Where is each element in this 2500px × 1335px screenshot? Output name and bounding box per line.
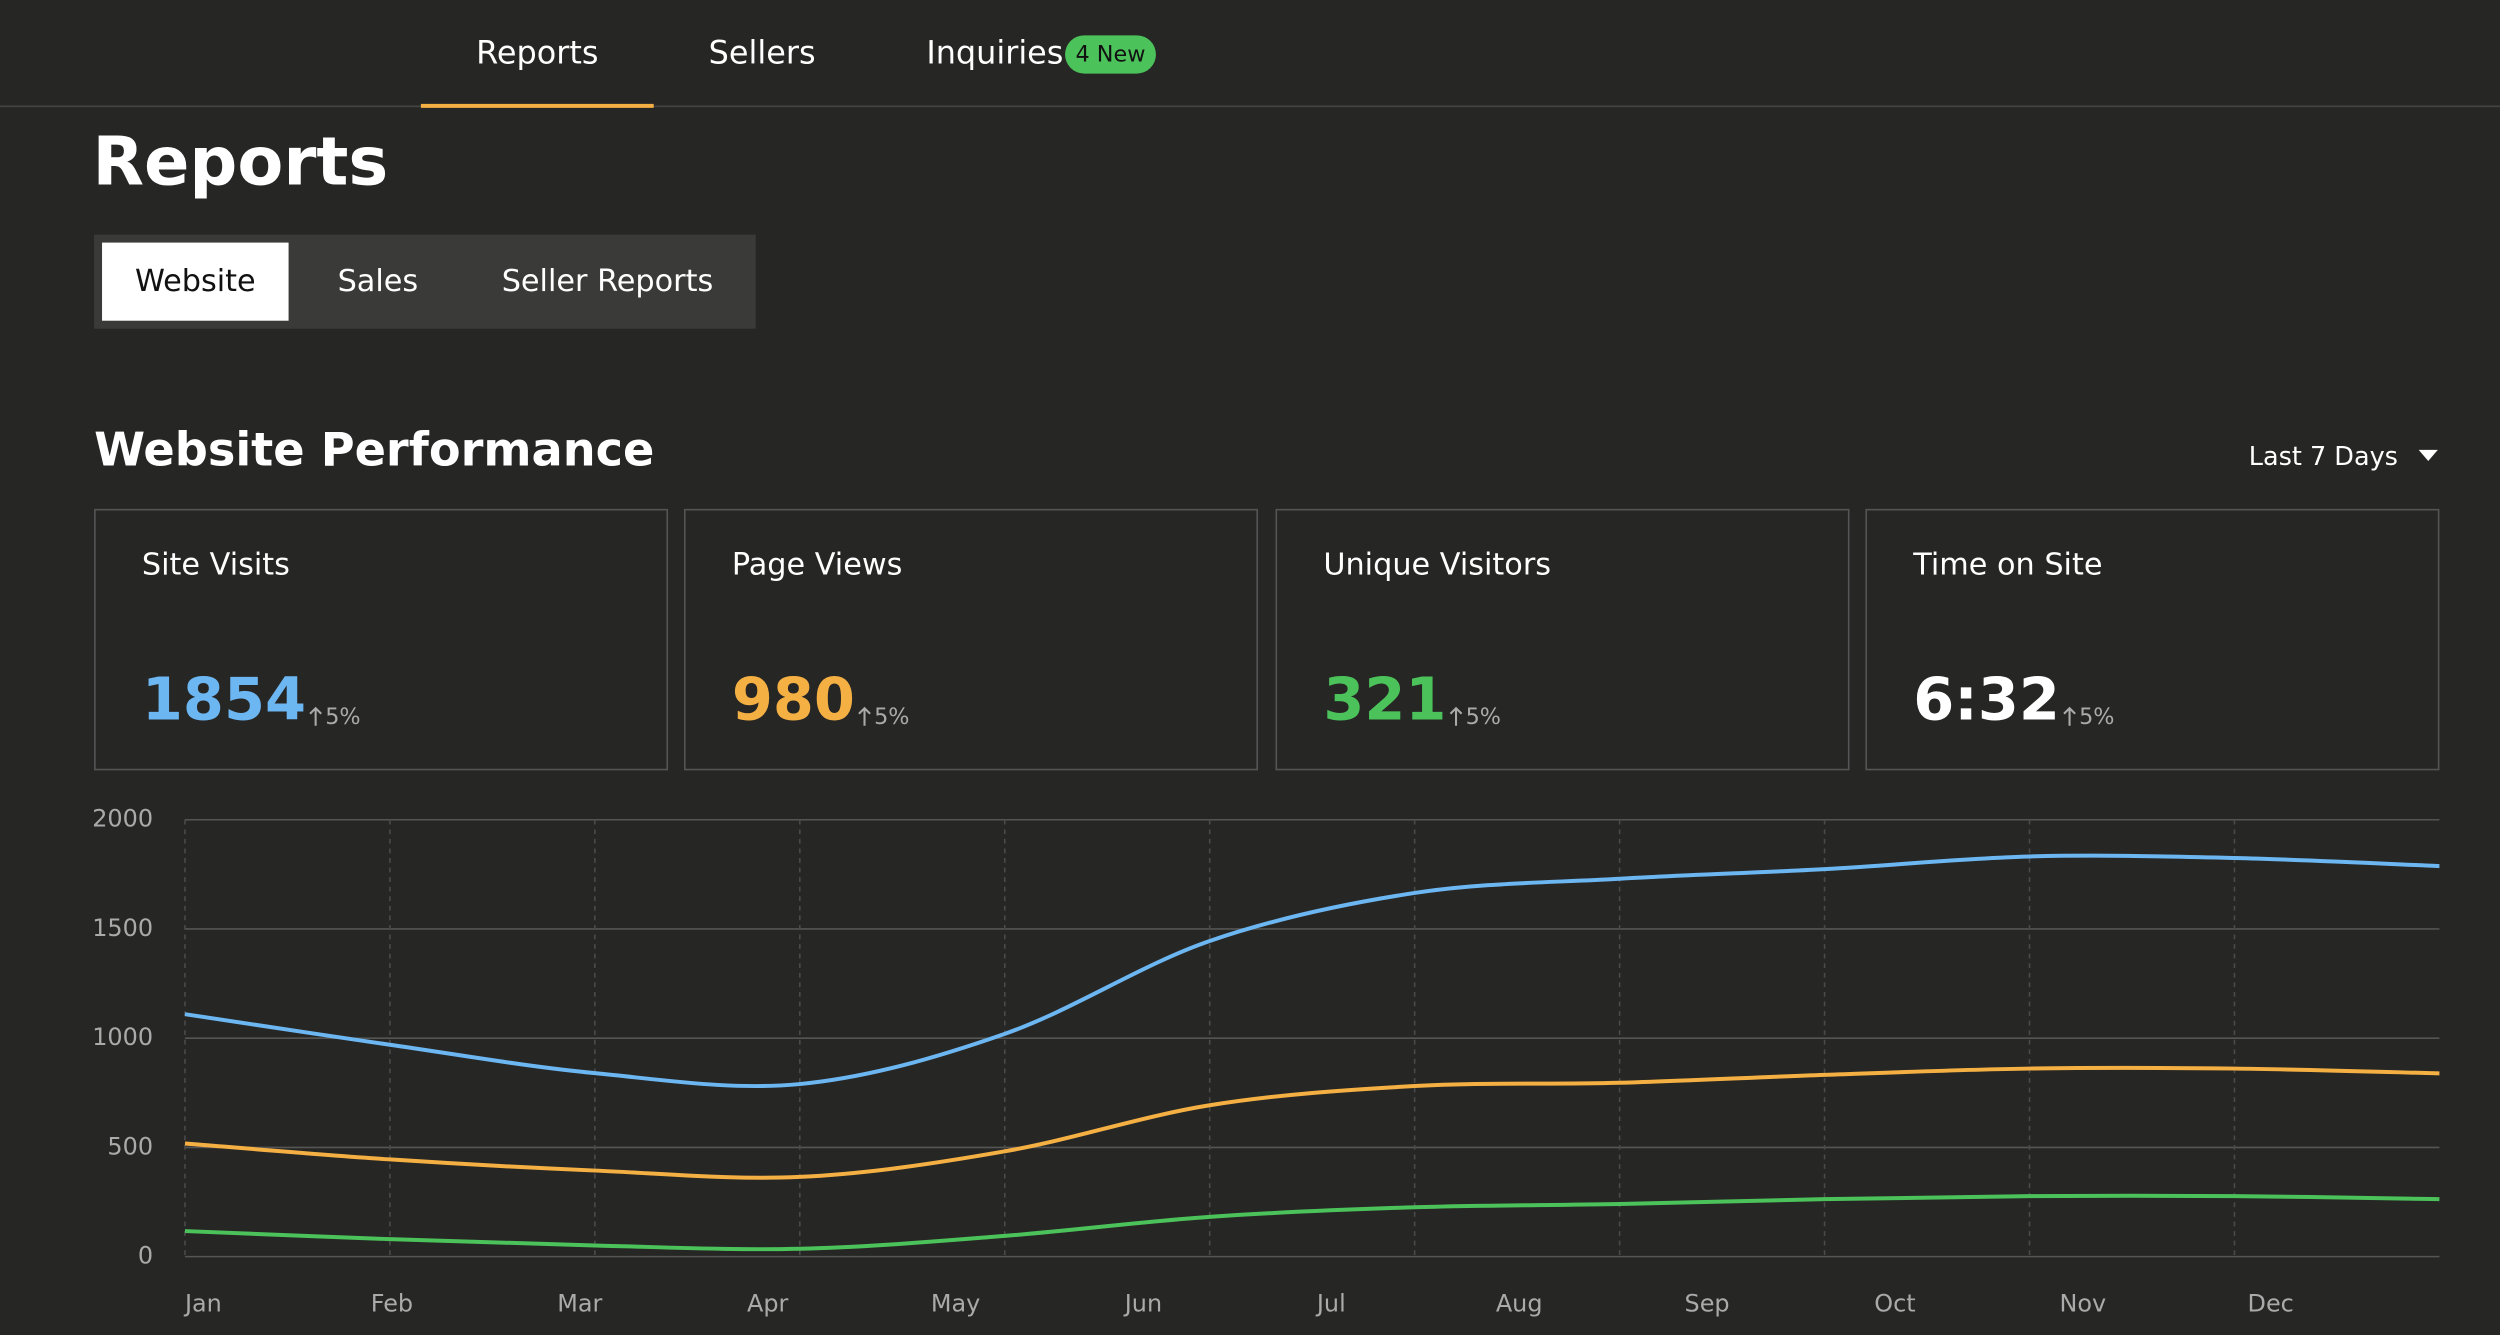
nav-badge-text: 4 New <box>1076 42 1146 68</box>
nav-item[interactable]: Sellers <box>709 33 816 71</box>
y-tick-label: 0 <box>138 1242 153 1270</box>
tab[interactable]: Website <box>135 264 256 299</box>
arrow-up-icon <box>2063 706 2076 726</box>
section-title: Website Performance <box>94 423 654 477</box>
card <box>683 508 1258 771</box>
arrow-up-icon <box>858 706 871 726</box>
card-change: 5% <box>874 704 909 730</box>
line-series <box>184 1065 2440 1180</box>
y-tick-label: 1000 <box>92 1023 153 1051</box>
x-tick-label: Apr <box>747 1289 789 1317</box>
x-tick-label: Sep <box>1685 1289 1730 1317</box>
x-tick-label: Nov <box>2059 1289 2106 1317</box>
card-change: 5% <box>1466 704 1501 730</box>
y-tick-label: 500 <box>107 1132 153 1160</box>
arrow-up-icon <box>1449 706 1463 726</box>
x-tick-label: Jul <box>1315 1289 1346 1317</box>
card-change: 5% <box>325 704 360 730</box>
card <box>94 508 669 771</box>
tab-active <box>102 242 289 321</box>
page-title: Reports <box>92 123 388 201</box>
card-label: Page Views <box>732 548 903 583</box>
card-value: 980 <box>732 664 855 733</box>
cards: Site Visits 1854 5% Page Views 980 5% Unique V… <box>94 508 2440 771</box>
chart: 0 500 1000 1500 2000 Jan Feb Mar Apr May Jun Jul Aug… <box>92 805 2440 1317</box>
card-value: 6:32 <box>1913 664 2060 733</box>
card <box>1865 508 2440 771</box>
card <box>1275 508 1850 771</box>
nav-item[interactable]: Inquiries <box>926 33 1063 71</box>
x-tick-label: Feb <box>371 1289 413 1317</box>
y-tick-label: 1500 <box>92 914 153 942</box>
x-tick-label: Aug <box>1496 1289 1543 1317</box>
x-tick-label: Oct <box>1874 1289 1915 1317</box>
nav-badge <box>1065 35 1156 74</box>
x-tick-label: Mar <box>557 1289 602 1317</box>
card-value: 321 <box>1323 664 1446 733</box>
tab[interactable]: Sales <box>338 264 419 299</box>
x-tick-label: Dec <box>2248 1289 2294 1317</box>
dropdown-caret[interactable] <box>2418 449 2438 462</box>
card-value: 1854 <box>142 664 306 733</box>
tab[interactable]: Seller Reports <box>502 264 714 299</box>
card-change: 5% <box>2079 704 2114 730</box>
x-tick-label: May <box>931 1289 980 1317</box>
line-series <box>184 853 2440 1089</box>
nav-item[interactable]: Reports <box>476 33 598 71</box>
card-label: Unique Visitors <box>1323 548 1551 583</box>
y-tick-label: 2000 <box>92 805 153 833</box>
x-tick-label: Jan <box>183 1289 222 1317</box>
card-label: Time on Site <box>1912 548 2102 583</box>
x-tick-label: Jun <box>1123 1289 1162 1317</box>
line-series <box>184 1193 2440 1252</box>
range-dropdown[interactable]: Last 7 Days <box>2249 442 2398 472</box>
card-label: Site Visits <box>142 548 290 583</box>
arrow-up-icon <box>309 706 322 726</box>
nav-active-underline <box>420 103 654 108</box>
